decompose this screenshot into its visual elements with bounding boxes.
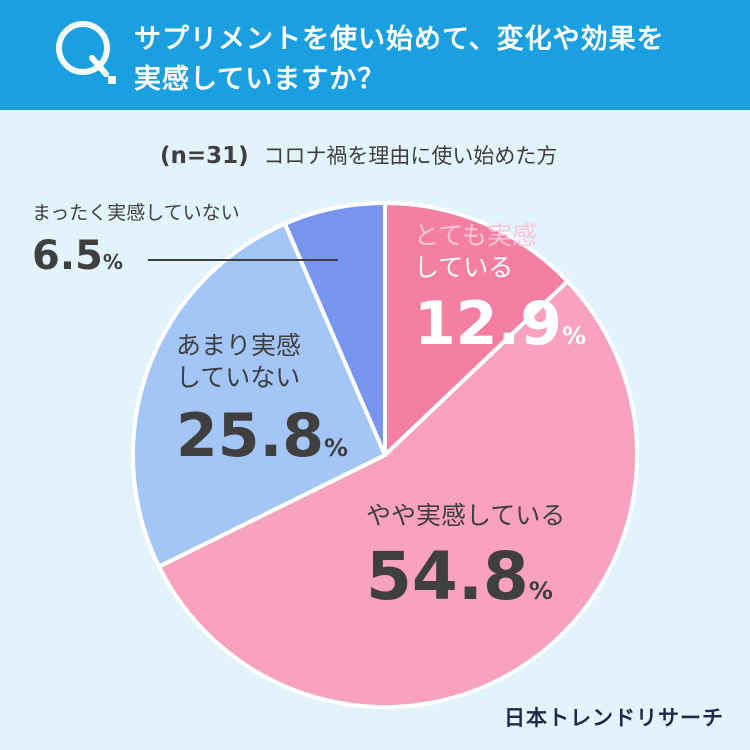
slice-value-not-really-percent: % xyxy=(324,434,349,462)
chart-subtitle: (n=31) コロナ禍を理由に使い始めた方 xyxy=(160,140,557,170)
slice-value-somewhat-number: 54.8 xyxy=(366,538,529,615)
slice-value-somewhat: 54.8% xyxy=(366,544,565,610)
slice-label-not-at-all-line1: まったく実感していない xyxy=(32,202,240,224)
question-title-line1: サプリメントを使い始めて、変化や効果を xyxy=(134,24,665,55)
slice-value-strong-percent: % xyxy=(562,322,587,350)
question-title: サプリメントを使い始めて、変化や効果を 実感していますか？ xyxy=(134,20,734,100)
slice-value-not-at-all-number: 6.5 xyxy=(32,233,103,279)
q-mark-icon xyxy=(56,21,116,84)
brand-logo: 日本トレンドリサーチ xyxy=(504,706,724,730)
subtitle-description: コロナ禍を理由に使い始めた方 xyxy=(263,144,558,168)
pie-slice-somewhat xyxy=(157,279,639,709)
slice-value-strong-number: 12.9 xyxy=(414,289,563,359)
slice-value-somewhat-percent: % xyxy=(528,577,553,605)
question-title-line2: 実感していますか？ xyxy=(134,64,386,95)
slice-value-not-really-number: 25.8 xyxy=(176,401,325,471)
slice-value-not-at-all: 6.5% xyxy=(32,236,240,276)
slice-label-somewhat: やや実感している 54.8% xyxy=(366,500,565,610)
slice-value-strong: 12.9% xyxy=(414,294,586,354)
pie-slice-not-at_all xyxy=(282,201,387,457)
slice-label-not-really-line1: あまり実感 xyxy=(176,331,302,360)
pie-slice-strong xyxy=(383,201,570,457)
slice-label-strong: とても実感 している 12.9% xyxy=(414,220,586,354)
slice-value-not-really: 25.8% xyxy=(176,406,348,466)
slice-label-not-really: あまり実感 していない 25.8% xyxy=(176,330,348,466)
sample-size: (n=31) xyxy=(160,143,249,169)
slice-label-somewhat-line1: やや実感している xyxy=(366,501,566,530)
slice-value-not-at-all-percent: % xyxy=(102,250,123,274)
question-header: サプリメントを使い始めて、変化や効果を 実感していますか？ xyxy=(0,0,750,110)
slice-label-not-at-all: まったく実感していない 6.5% xyxy=(32,200,240,276)
slice-label-strong-line2: している xyxy=(414,253,514,282)
slice-label-not-really-line2: していない xyxy=(176,363,301,392)
slice-label-strong-line1: とても実感 xyxy=(414,221,538,250)
